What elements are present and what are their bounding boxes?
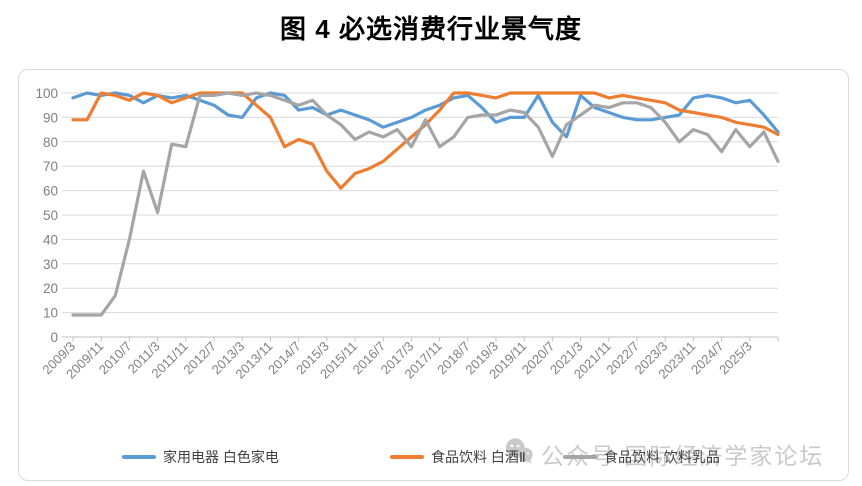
svg-text:40: 40 xyxy=(43,232,58,247)
legend-swatch-gray xyxy=(563,455,597,459)
svg-text:70: 70 xyxy=(43,159,58,174)
gridlines xyxy=(62,92,779,342)
legend-item-baijiu: 食品饮料 白酒Ⅱ xyxy=(390,447,526,467)
svg-text:20: 20 xyxy=(43,281,58,296)
series-line-1 xyxy=(71,91,780,190)
svg-text:10: 10 xyxy=(43,306,58,321)
svg-text:100: 100 xyxy=(35,86,58,101)
legend-swatch-orange xyxy=(390,455,424,459)
svg-text:0: 0 xyxy=(50,330,58,345)
y-axis-tick-labels: 0 10 20 30 40 50 60 70 80 90 100 xyxy=(35,86,58,345)
svg-text:90: 90 xyxy=(43,110,58,125)
legend-label: 家用电器 白色家电 xyxy=(163,449,279,465)
legend-label: 食品饮料 白酒Ⅱ xyxy=(431,449,526,465)
legend-swatch-blue xyxy=(122,455,156,459)
svg-text:2025/3: 2025/3 xyxy=(716,339,755,378)
chart-title: 图 4 必选消费行业景气度 xyxy=(280,14,582,44)
series-line-2 xyxy=(71,91,780,317)
wechat-icon xyxy=(504,436,534,472)
legend-item-beverage-dairy: 食品饮料 饮料乳品 xyxy=(563,447,720,467)
legend-label: 食品饮料 饮料乳品 xyxy=(604,449,720,465)
legend-item-white-goods: 家用电器 白色家电 xyxy=(122,447,279,467)
svg-text:50: 50 xyxy=(43,208,58,223)
svg-text:60: 60 xyxy=(43,184,58,199)
svg-text:80: 80 xyxy=(43,135,58,150)
x-axis-tick-labels: 2009/32009/112010/72011/32011/112012/720… xyxy=(39,339,755,382)
svg-text:2010/7: 2010/7 xyxy=(96,339,135,378)
svg-text:30: 30 xyxy=(43,257,58,272)
